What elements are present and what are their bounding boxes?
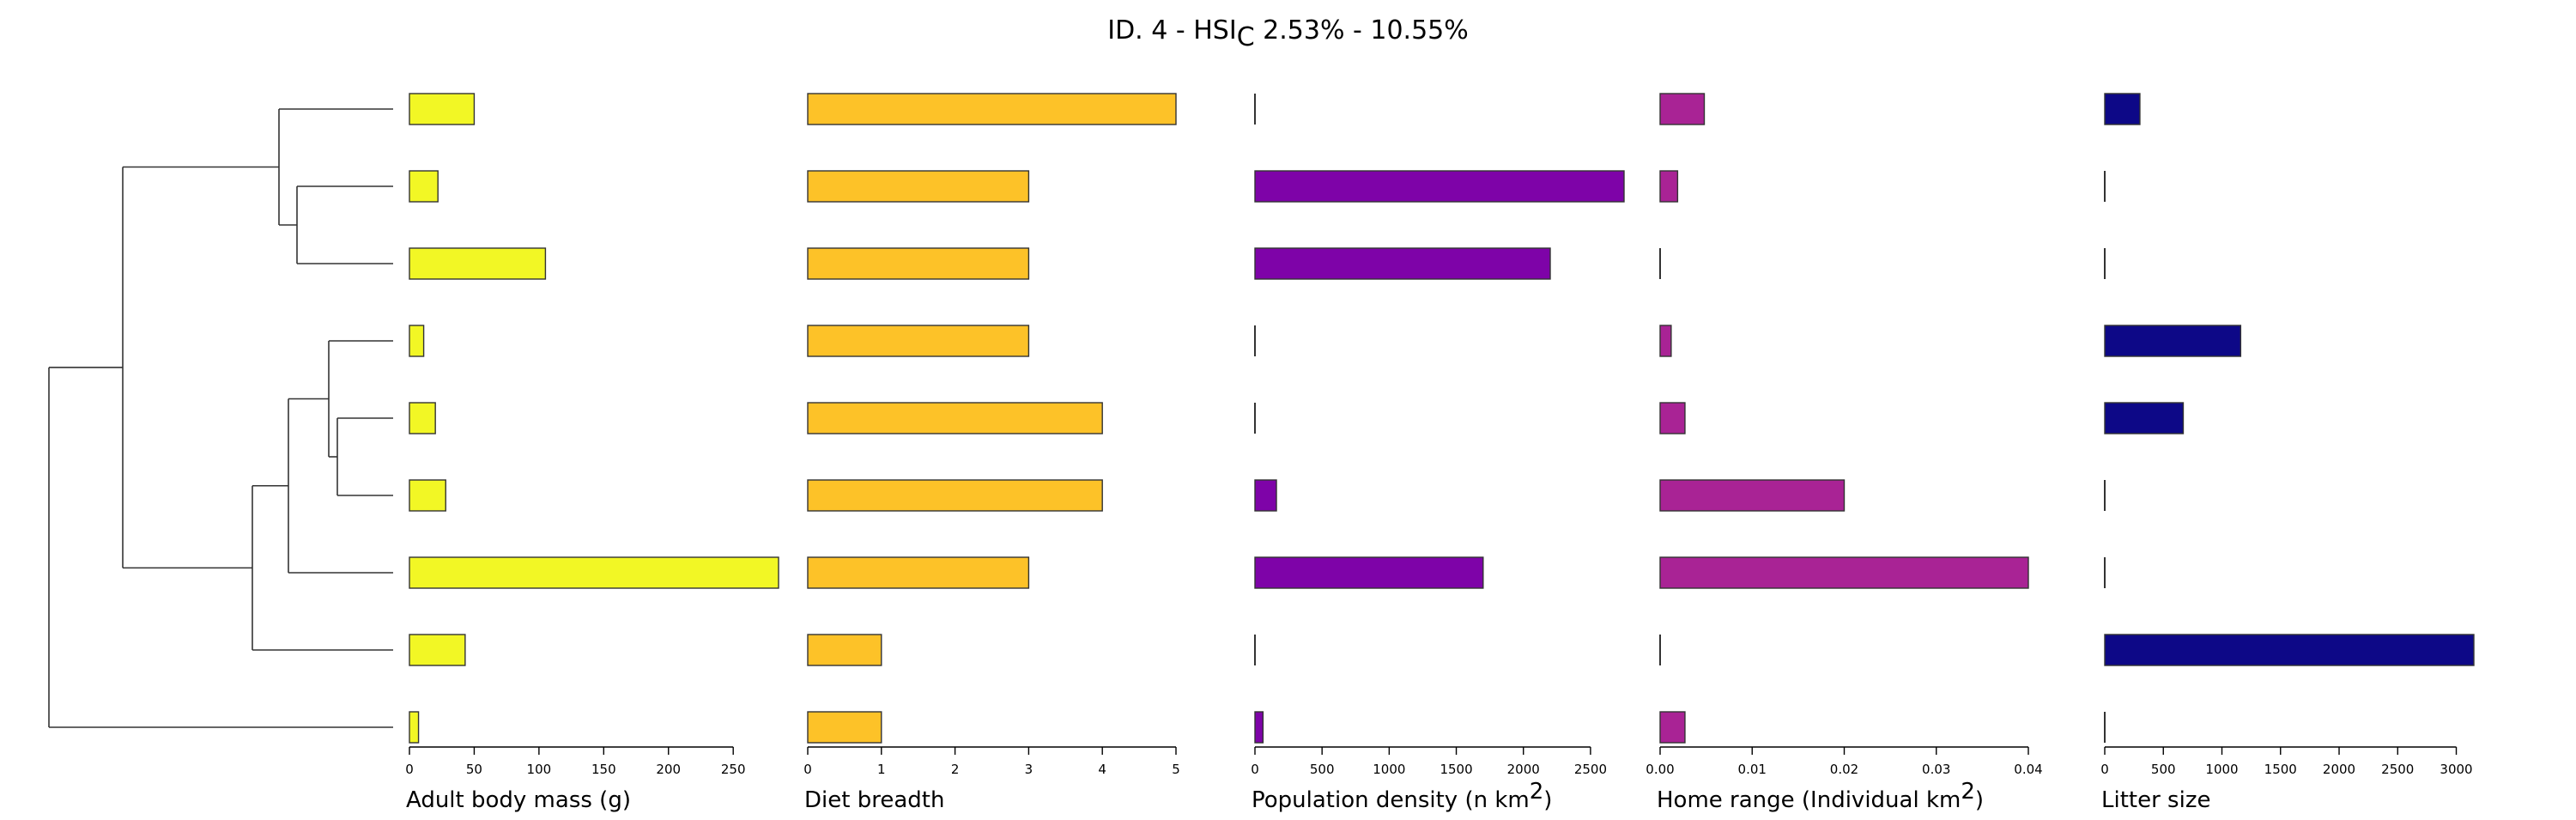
x-tick-label-home: 0.01 [1738, 762, 1767, 777]
x-tick-label-density: 500 [1310, 762, 1335, 777]
title-subscript: C [1236, 22, 1255, 52]
x-tick-label-density: 2000 [1507, 762, 1540, 777]
bar-density-6 [1254, 556, 1484, 589]
bar-diet-2 [807, 247, 1030, 280]
bar-litter-3 [2104, 325, 2242, 357]
x-tick-label-mass: 150 [591, 762, 616, 777]
x-tick-label-litter: 1500 [2264, 762, 2297, 777]
bar-mass-6 [409, 556, 779, 589]
x-tick-label-mass: 50 [466, 762, 482, 777]
x-tick-label-litter: 2500 [2381, 762, 2414, 777]
x-tick-label-mass: 100 [527, 762, 552, 777]
x-tick-label-home: 0.02 [1830, 762, 1858, 777]
x-tick-label-home: 0.00 [1646, 762, 1674, 777]
x-tick-label-litter: 1000 [2205, 762, 2238, 777]
bar-litter-4 [2104, 402, 2185, 434]
panel-litter: 0 500 1000 1500 2000 2500 3000 Litter size [2100, 93, 2475, 813]
phylogenetic-tree [48, 108, 393, 728]
x-axis-label-home: Home range (Individual km2) [1657, 779, 1984, 813]
bar-diet-4 [807, 402, 1103, 434]
bar-mass-3 [409, 325, 425, 357]
panel-home: 0.00 0.01 0.02 0.03 0.04 Home range (Individu… [1646, 93, 2043, 813]
x-tick-label-litter: 500 [2151, 762, 2176, 777]
title-suffix: 2.53% - 10.55% [1254, 15, 1469, 46]
x-tick-label-litter: 0 [2100, 762, 2109, 777]
x-tick-label-diet: 0 [803, 762, 812, 777]
bar-density-5 [1254, 479, 1277, 512]
bar-density-8 [1254, 711, 1264, 744]
x-axis-label-main: Home range (Individual km [1657, 787, 1961, 813]
panel-density: 0 500 1000 1500 2000 2500 Population density (… [1251, 94, 1625, 813]
x-tick-label-diet: 4 [1098, 762, 1106, 777]
bar-mass-2 [409, 247, 547, 280]
bar-diet-5 [807, 479, 1103, 512]
bar-mass-4 [409, 402, 436, 434]
bar-home-0 [1659, 93, 1706, 125]
bar-diet-6 [807, 556, 1030, 589]
x-axis-label-sup: 2 [1961, 779, 1975, 805]
bar-home-5 [1659, 479, 1846, 512]
x-tick-label-home: 0.03 [1922, 762, 1950, 777]
x-tick-label-mass: 200 [656, 762, 681, 777]
x-axis-label-mass: Adult body mass (g) [406, 787, 631, 813]
bar-litter-0 [2104, 93, 2141, 125]
bar-diet-8 [807, 711, 882, 744]
x-tick-label-diet: 3 [1025, 762, 1033, 777]
x-axis-label-main: Population density (n km [1252, 787, 1530, 813]
bar-mass-8 [409, 711, 420, 744]
title-prefix: ID. 4 - HSI [1107, 15, 1237, 46]
bar-mass-1 [409, 170, 439, 203]
x-tick-label-diet: 2 [951, 762, 960, 777]
bar-mass-5 [409, 479, 446, 512]
panel-mass: 0 50 100 150 200 250 Adult body mass (g) [405, 93, 779, 813]
x-axis-label-end: ) [1543, 787, 1552, 813]
x-tick-label-litter: 2000 [2323, 762, 2355, 777]
bar-home-4 [1659, 402, 1686, 434]
x-tick-label-litter: 3000 [2440, 762, 2472, 777]
bar-diet-1 [807, 170, 1030, 203]
x-axis-label-density: Population density (n km2) [1252, 779, 1552, 813]
bar-density-2 [1254, 247, 1551, 280]
panel-diet: 0 1 2 3 4 5 Diet breadth [803, 93, 1180, 813]
x-axis-label-litter: Litter size [2101, 787, 2210, 813]
x-tick-label-mass: 0 [405, 762, 414, 777]
bar-diet-0 [807, 93, 1177, 125]
x-tick-label-mass: 250 [721, 762, 746, 777]
bar-home-8 [1659, 711, 1686, 744]
x-tick-label-density: 1000 [1373, 762, 1405, 777]
bar-diet-3 [807, 325, 1030, 357]
x-axis-label-diet: Diet breadth [804, 787, 944, 813]
bar-diet-7 [807, 634, 882, 666]
bar-home-3 [1659, 325, 1672, 357]
x-axis-label-sup: 2 [1530, 779, 1544, 805]
bar-mass-7 [409, 634, 466, 666]
chart-title: ID. 4 - HSIC 2.53% - 10.55% [0, 15, 2576, 52]
x-tick-label-density: 2500 [1574, 762, 1607, 777]
bar-home-1 [1659, 170, 1679, 203]
x-axis-label-end: ) [1975, 787, 1984, 813]
x-tick-label-density: 0 [1251, 762, 1259, 777]
x-tick-label-home: 0.04 [2014, 762, 2042, 777]
bar-home-6 [1659, 556, 2029, 589]
x-tick-label-density: 1500 [1440, 762, 1472, 777]
bar-mass-0 [409, 93, 476, 125]
bar-density-1 [1254, 170, 1625, 203]
x-tick-label-diet: 5 [1172, 762, 1180, 777]
bar-litter-7 [2104, 634, 2475, 666]
x-tick-label-diet: 1 [877, 762, 886, 777]
